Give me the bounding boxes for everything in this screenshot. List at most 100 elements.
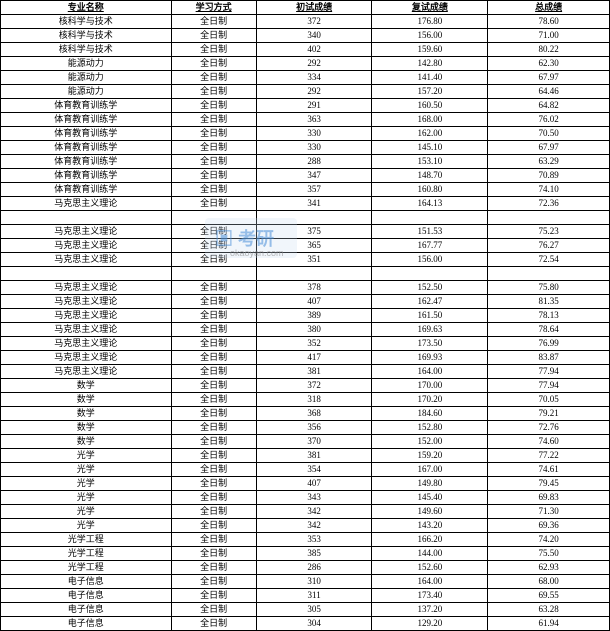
cell-major: 电子信息 bbox=[1, 603, 172, 617]
cell-mode: 全日制 bbox=[171, 183, 256, 197]
table-row: 光学全日制343145.4069.83 bbox=[1, 491, 610, 505]
cell-mode: 全日制 bbox=[171, 589, 256, 603]
cell-major: 光学工程 bbox=[1, 533, 172, 547]
cell-score2: 156.00 bbox=[372, 29, 488, 43]
cell-score1: 292 bbox=[256, 57, 372, 71]
cell-major: 体育教育训练学 bbox=[1, 141, 172, 155]
cell-score2: 142.80 bbox=[372, 57, 488, 71]
cell-score1: 310 bbox=[256, 575, 372, 589]
header-total: 总成绩 bbox=[488, 1, 610, 15]
cell-total: 69.55 bbox=[488, 589, 610, 603]
cell-total: 74.20 bbox=[488, 533, 610, 547]
cell-total: 71.30 bbox=[488, 505, 610, 519]
cell-mode: 全日制 bbox=[171, 337, 256, 351]
cell-score2: 159.60 bbox=[372, 43, 488, 57]
cell-mode: 全日制 bbox=[171, 533, 256, 547]
cell-score2: 169.93 bbox=[372, 351, 488, 365]
cell-total: 76.27 bbox=[488, 239, 610, 253]
table-row: 核科学与技术全日制372176.8078.60 bbox=[1, 15, 610, 29]
cell-major: 核科学与技术 bbox=[1, 43, 172, 57]
cell-total: 74.10 bbox=[488, 183, 610, 197]
cell-score2: 145.40 bbox=[372, 491, 488, 505]
cell-major: 马克思主义理论 bbox=[1, 365, 172, 379]
cell-major: 体育教育训练学 bbox=[1, 155, 172, 169]
cell-total: 71.00 bbox=[488, 29, 610, 43]
cell-mode: 全日制 bbox=[171, 253, 256, 267]
cell-score1: 286 bbox=[256, 561, 372, 575]
cell-score1: 380 bbox=[256, 323, 372, 337]
cell-major: 光学 bbox=[1, 463, 172, 477]
cell-score2: 145.10 bbox=[372, 141, 488, 155]
table-row: 马克思主义理论全日制378152.5075.80 bbox=[1, 281, 610, 295]
cell-score1: 343 bbox=[256, 491, 372, 505]
blank-cell bbox=[372, 211, 488, 225]
cell-score2: 167.00 bbox=[372, 463, 488, 477]
cell-mode: 全日制 bbox=[171, 113, 256, 127]
table-row: 数学全日制368184.6079.21 bbox=[1, 407, 610, 421]
table-row: 马克思主义理论全日制417169.9383.87 bbox=[1, 351, 610, 365]
table-row: 马克思主义理论全日制380169.6378.64 bbox=[1, 323, 610, 337]
cell-mode: 全日制 bbox=[171, 477, 256, 491]
cell-total: 69.36 bbox=[488, 519, 610, 533]
cell-mode: 全日制 bbox=[171, 491, 256, 505]
table-row: 能源动力全日制292142.8062.30 bbox=[1, 57, 610, 71]
cell-total: 78.13 bbox=[488, 309, 610, 323]
cell-score2: 164.00 bbox=[372, 365, 488, 379]
cell-total: 72.36 bbox=[488, 197, 610, 211]
blank-cell bbox=[1, 267, 172, 281]
cell-mode: 全日制 bbox=[171, 15, 256, 29]
cell-score2: 151.53 bbox=[372, 225, 488, 239]
blank-cell bbox=[171, 267, 256, 281]
cell-major: 体育教育训练学 bbox=[1, 99, 172, 113]
cell-score2: 153.10 bbox=[372, 155, 488, 169]
cell-total: 69.83 bbox=[488, 491, 610, 505]
cell-mode: 全日制 bbox=[171, 379, 256, 393]
cell-score1: 334 bbox=[256, 71, 372, 85]
cell-score1: 372 bbox=[256, 15, 372, 29]
cell-total: 76.99 bbox=[488, 337, 610, 351]
cell-mode: 全日制 bbox=[171, 407, 256, 421]
cell-score2: 152.50 bbox=[372, 281, 488, 295]
table-row: 体育教育训练学全日制330162.0070.50 bbox=[1, 127, 610, 141]
table-row: 体育教育训练学全日制363168.0076.02 bbox=[1, 113, 610, 127]
cell-score1: 292 bbox=[256, 85, 372, 99]
cell-total: 64.82 bbox=[488, 99, 610, 113]
cell-total: 62.30 bbox=[488, 57, 610, 71]
table-body: 核科学与技术全日制372176.8078.60核科学与技术全日制340156.0… bbox=[1, 15, 610, 631]
cell-score2: 148.70 bbox=[372, 169, 488, 183]
cell-total: 74.60 bbox=[488, 435, 610, 449]
table-row: 体育教育训练学全日制347148.7070.89 bbox=[1, 169, 610, 183]
cell-total: 78.64 bbox=[488, 323, 610, 337]
cell-score2: 160.80 bbox=[372, 183, 488, 197]
cell-score1: 357 bbox=[256, 183, 372, 197]
cell-score1: 353 bbox=[256, 533, 372, 547]
cell-major: 数学 bbox=[1, 407, 172, 421]
table-row: 能源动力全日制334141.4067.97 bbox=[1, 71, 610, 85]
cell-score1: 372 bbox=[256, 379, 372, 393]
blank-cell bbox=[256, 267, 372, 281]
cell-major: 光学 bbox=[1, 449, 172, 463]
cell-total: 83.87 bbox=[488, 351, 610, 365]
cell-score1: 318 bbox=[256, 393, 372, 407]
cell-score2: 166.20 bbox=[372, 533, 488, 547]
cell-score1: 389 bbox=[256, 309, 372, 323]
table-row: 光学工程全日制286152.6062.93 bbox=[1, 561, 610, 575]
cell-score2: 170.20 bbox=[372, 393, 488, 407]
cell-major: 体育教育训练学 bbox=[1, 113, 172, 127]
cell-mode: 全日制 bbox=[171, 127, 256, 141]
cell-mode: 全日制 bbox=[171, 519, 256, 533]
cell-major: 马克思主义理论 bbox=[1, 337, 172, 351]
cell-total: 63.28 bbox=[488, 603, 610, 617]
cell-score1: 381 bbox=[256, 365, 372, 379]
cell-score2: 164.13 bbox=[372, 197, 488, 211]
table-row: 马克思主义理论全日制341164.1372.36 bbox=[1, 197, 610, 211]
cell-total: 68.00 bbox=[488, 575, 610, 589]
cell-mode: 全日制 bbox=[171, 575, 256, 589]
cell-total: 80.22 bbox=[488, 43, 610, 57]
cell-major: 马克思主义理论 bbox=[1, 295, 172, 309]
cell-mode: 全日制 bbox=[171, 449, 256, 463]
cell-major: 核科学与技术 bbox=[1, 15, 172, 29]
table-row: 核科学与技术全日制402159.6080.22 bbox=[1, 43, 610, 57]
cell-mode: 全日制 bbox=[171, 197, 256, 211]
cell-score2: 169.63 bbox=[372, 323, 488, 337]
